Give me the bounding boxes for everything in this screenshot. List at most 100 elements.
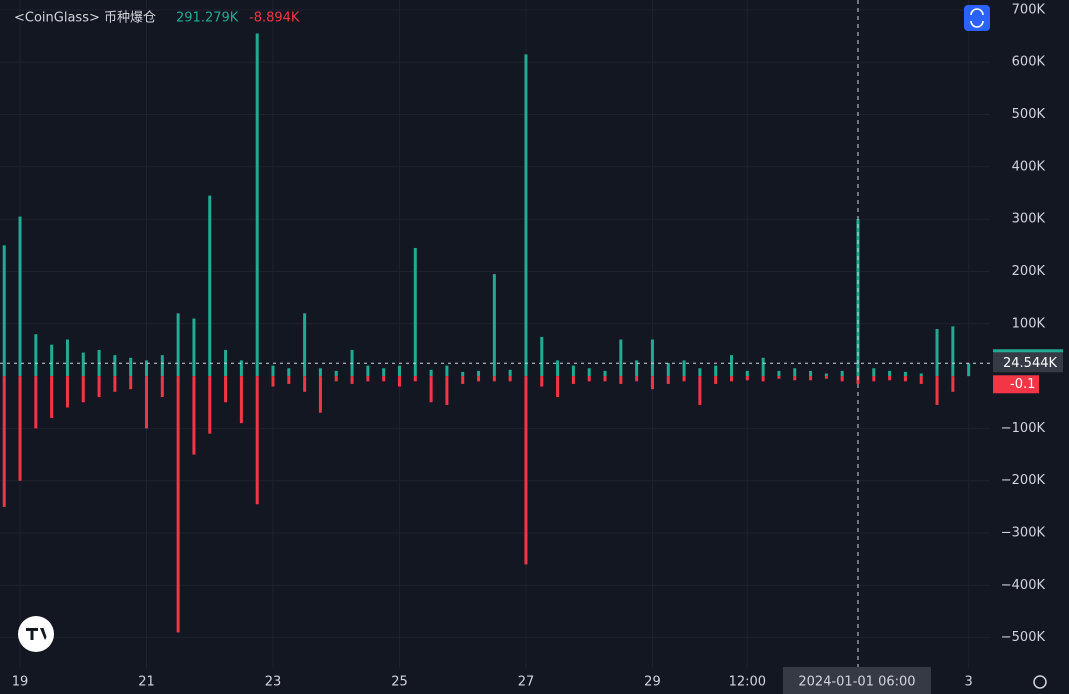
bar — [461, 371, 465, 377]
bar — [714, 376, 718, 384]
bar — [888, 376, 892, 381]
bar — [34, 376, 38, 429]
bar — [650, 376, 654, 390]
bar — [65, 339, 69, 377]
bar — [271, 376, 275, 387]
bar — [176, 376, 180, 633]
bar — [492, 376, 496, 382]
bar — [445, 376, 449, 405]
bar — [287, 368, 291, 377]
bar — [18, 376, 22, 481]
bar — [429, 369, 433, 377]
last-value-box — [993, 349, 1063, 354]
bar — [18, 216, 22, 377]
bar — [97, 376, 101, 398]
crosshair-label-box — [782, 667, 931, 694]
bar — [303, 313, 307, 377]
bar — [919, 373, 923, 377]
y-tick-label: 400K — [1012, 159, 1046, 174]
header-value: 291.279K — [176, 11, 239, 26]
x-tick-label: 27 — [518, 675, 535, 690]
bar — [176, 313, 180, 377]
header-value: -8.894K — [249, 11, 300, 26]
x-tick-label: 21 — [138, 675, 155, 690]
last-value-label: 24.544K — [1003, 356, 1057, 371]
bar — [239, 376, 243, 424]
bar — [666, 376, 670, 384]
y-tick-label: −100K — [1001, 421, 1046, 436]
bar — [872, 368, 876, 377]
last-value-box — [993, 352, 1063, 373]
bar — [303, 376, 307, 392]
bar — [856, 376, 860, 384]
bar — [761, 376, 765, 382]
bar — [682, 360, 686, 377]
bar — [397, 376, 401, 387]
bar — [65, 376, 69, 408]
bar — [255, 33, 259, 377]
bar — [540, 376, 544, 387]
bar — [129, 357, 133, 377]
bar — [729, 355, 733, 377]
bar — [840, 376, 844, 382]
bar — [271, 365, 275, 377]
bar — [809, 376, 813, 381]
bar — [34, 334, 38, 377]
bar — [824, 373, 828, 377]
bar — [619, 339, 623, 377]
bar — [508, 376, 512, 382]
bar — [492, 274, 496, 377]
bar — [603, 376, 607, 382]
bar — [698, 368, 702, 377]
y-tick-label: 500K — [1012, 107, 1046, 122]
button-icon — [970, 8, 984, 28]
bar — [2, 245, 6, 377]
bar — [540, 336, 544, 377]
bar — [477, 376, 481, 382]
bar — [951, 376, 955, 392]
bar — [872, 376, 876, 382]
bar — [113, 355, 117, 377]
bar — [429, 376, 433, 403]
x-tick-label: 25 — [391, 675, 408, 690]
bar — [81, 352, 85, 377]
bar — [745, 376, 749, 381]
bar — [334, 370, 338, 377]
tv-logo[interactable] — [18, 616, 54, 652]
toggle-button[interactable] — [964, 5, 990, 31]
bar — [366, 376, 370, 382]
bar — [113, 376, 117, 392]
bar — [824, 376, 828, 379]
bar — [160, 376, 164, 398]
x-tick-label: 3 — [965, 675, 973, 690]
bar — [255, 376, 259, 505]
bar — [350, 376, 354, 384]
bar — [951, 326, 955, 377]
bar — [208, 195, 212, 377]
bar — [793, 368, 797, 377]
bar — [145, 360, 149, 377]
bar — [477, 370, 481, 377]
bar — [81, 376, 85, 403]
y-tick-label: 700K — [1012, 2, 1046, 17]
y-tick-label: 100K — [1012, 316, 1046, 331]
bar — [809, 370, 813, 377]
bar — [587, 376, 591, 382]
bar — [903, 371, 907, 377]
bar — [366, 365, 370, 377]
bar — [287, 376, 291, 384]
bar — [129, 376, 133, 390]
bar — [635, 360, 639, 377]
bar — [903, 376, 907, 382]
bar — [571, 365, 575, 377]
bar — [793, 376, 797, 381]
bar — [382, 376, 386, 382]
bar — [650, 339, 654, 377]
chart-title: <CoinGlass> 币种爆仓 — [14, 11, 156, 26]
tv-logo-mark — [26, 628, 47, 640]
bar — [840, 370, 844, 377]
bar — [508, 369, 512, 377]
settings-button[interactable] — [1033, 675, 1047, 689]
bar — [461, 376, 465, 384]
y-tick-label: −500K — [1001, 630, 1046, 645]
